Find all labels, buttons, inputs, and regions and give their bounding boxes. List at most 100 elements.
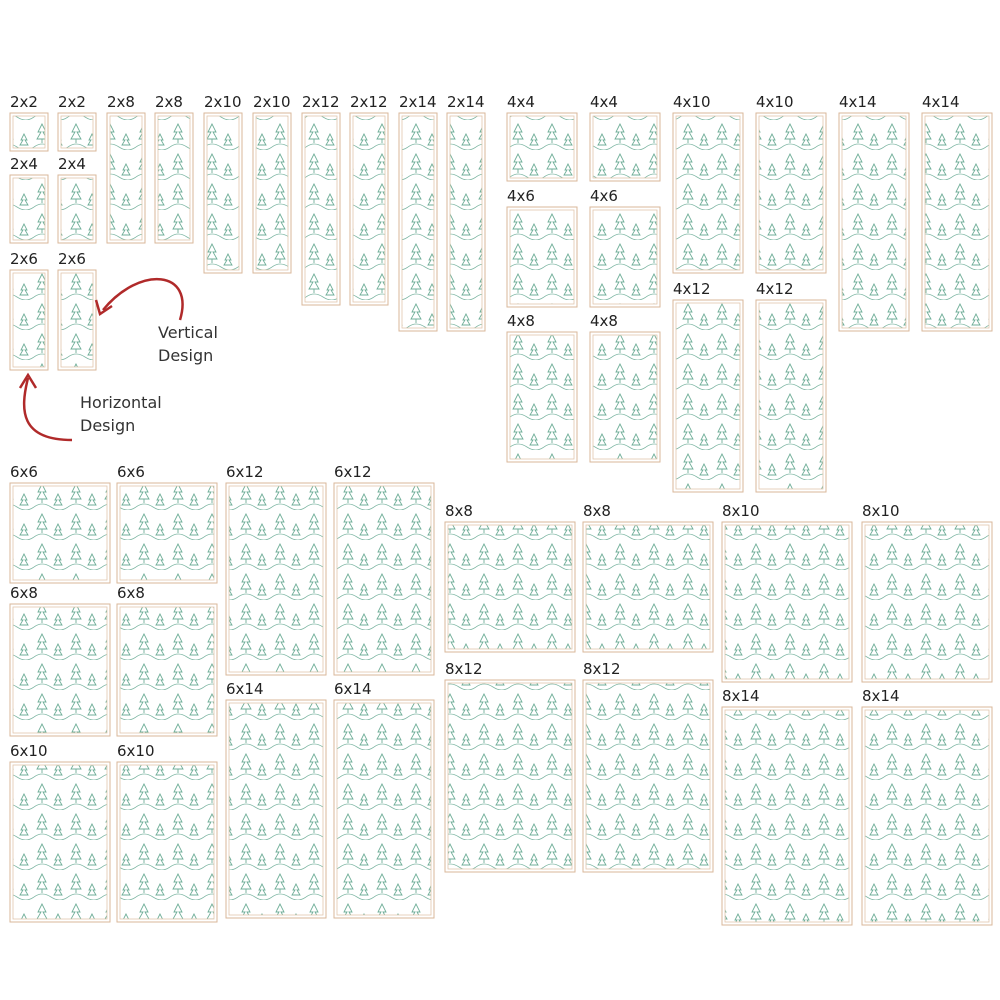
- tile-inner: [447, 524, 573, 650]
- design-tile: 6x10: [9, 742, 111, 923]
- size-label: 2x10: [204, 93, 242, 111]
- design-tile: 8x14: [721, 687, 853, 926]
- tile-inner: [509, 334, 575, 460]
- design-tile: 6x14: [225, 680, 327, 919]
- tile-inner: [12, 115, 46, 149]
- tile-inner: [675, 302, 741, 490]
- design-tile: 2x4: [9, 155, 49, 244]
- design-tile: 4x14: [838, 93, 910, 332]
- tile-inner: [12, 485, 108, 581]
- tiles: 2x2 2x2 2x8 2x8 2x10 2x10 2x12 2x12 2x14 2x14 2x4 2…: [9, 93, 993, 926]
- design-tile: 8x14: [861, 687, 993, 926]
- arrow-head: [18, 372, 38, 389]
- tile-inner: [724, 709, 850, 923]
- tile-inner: [336, 702, 432, 916]
- design-tile: 6x12: [225, 463, 327, 676]
- design-tile: 2x4: [57, 155, 97, 244]
- size-label: 4x10: [673, 93, 711, 111]
- design-tile: 4x12: [755, 280, 827, 493]
- design-tile: 4x8: [589, 312, 661, 463]
- size-label: 4x12: [673, 280, 711, 298]
- design-tile: 8x10: [861, 502, 993, 683]
- size-label: 4x14: [839, 93, 877, 111]
- design-tile: 8x8: [582, 502, 714, 653]
- tile-inner: [12, 764, 108, 920]
- size-label: 2x14: [399, 93, 437, 111]
- tile-inner: [447, 682, 573, 870]
- size-label: 6x6: [10, 463, 38, 481]
- size-label: 4x14: [922, 93, 960, 111]
- size-label: 8x8: [445, 502, 473, 520]
- size-label: 8x14: [862, 687, 900, 705]
- design-tile: 2x6: [9, 250, 49, 371]
- size-label: 2x10: [253, 93, 291, 111]
- size-label: 2x2: [58, 93, 86, 111]
- tile-inner: [675, 115, 741, 271]
- tile-inner: [119, 764, 215, 920]
- design-tile: 2x8: [106, 93, 146, 244]
- size-label: 4x6: [507, 187, 535, 205]
- size-label: 6x8: [10, 584, 38, 602]
- tile-inner: [585, 682, 711, 870]
- design-tile: 2x12: [301, 93, 341, 306]
- design-tile: 2x14: [446, 93, 486, 332]
- size-label: 6x12: [334, 463, 372, 481]
- size-label: 4x4: [507, 93, 535, 111]
- design-tile: 4x14: [921, 93, 993, 332]
- arrow-head: [94, 299, 113, 316]
- size-label: 6x14: [226, 680, 264, 698]
- size-label: 4x8: [590, 312, 618, 330]
- tile-inner: [119, 485, 215, 581]
- size-label: 4x6: [590, 187, 618, 205]
- design-tile: 4x10: [672, 93, 744, 274]
- size-label: 8x12: [445, 660, 483, 678]
- annotation: Design: [80, 416, 135, 435]
- size-label: 6x8: [117, 584, 145, 602]
- tile-inner: [449, 115, 483, 329]
- tile-inner: [924, 115, 990, 329]
- design-tile: 2x10: [203, 93, 243, 274]
- size-label: 6x14: [334, 680, 372, 698]
- design-tile: 6x6: [9, 463, 111, 584]
- design-tile: 4x10: [755, 93, 827, 274]
- tile-inner: [592, 209, 658, 305]
- tile-inner: [12, 606, 108, 734]
- design-tile: 8x8: [444, 502, 576, 653]
- size-label: 2x8: [107, 93, 135, 111]
- design-tile: 4x12: [672, 280, 744, 493]
- tile-inner: [60, 115, 94, 149]
- tile-inner: [509, 115, 575, 179]
- tile-inner: [12, 272, 46, 368]
- design-tile: 2x12: [349, 93, 389, 306]
- tile-inner: [864, 709, 990, 923]
- arrow: [22, 377, 73, 442]
- design-tile: 2x2: [57, 93, 97, 152]
- tile-inner: [60, 177, 94, 241]
- design-tile: 6x6: [116, 463, 218, 584]
- design-tile: 4x8: [506, 312, 578, 463]
- design-tile: 2x10: [252, 93, 292, 274]
- tile-inner: [109, 115, 143, 241]
- design-tile: 4x4: [589, 93, 661, 182]
- size-label: 2x2: [10, 93, 38, 111]
- tile-inner: [509, 209, 575, 305]
- tile-inner: [228, 485, 324, 673]
- size-label: 8x12: [583, 660, 621, 678]
- tile-inner: [157, 115, 191, 241]
- tile-inner: [304, 115, 338, 303]
- design-tile: 2x6: [57, 250, 97, 371]
- design-tile: 6x14: [333, 680, 435, 919]
- size-label: 2x4: [10, 155, 38, 173]
- tile-inner: [228, 702, 324, 916]
- size-label: 2x6: [58, 250, 86, 268]
- tile-inner: [401, 115, 435, 329]
- design-tile: 2x2: [9, 93, 49, 152]
- size-label: 2x12: [350, 93, 388, 111]
- annotations: Vertical Design Horizontal Design: [18, 277, 218, 442]
- size-label: 2x4: [58, 155, 86, 173]
- tile-inner: [119, 606, 215, 734]
- tile-inner: [724, 524, 850, 680]
- size-label: 8x10: [862, 502, 900, 520]
- annotation: Design: [158, 346, 213, 365]
